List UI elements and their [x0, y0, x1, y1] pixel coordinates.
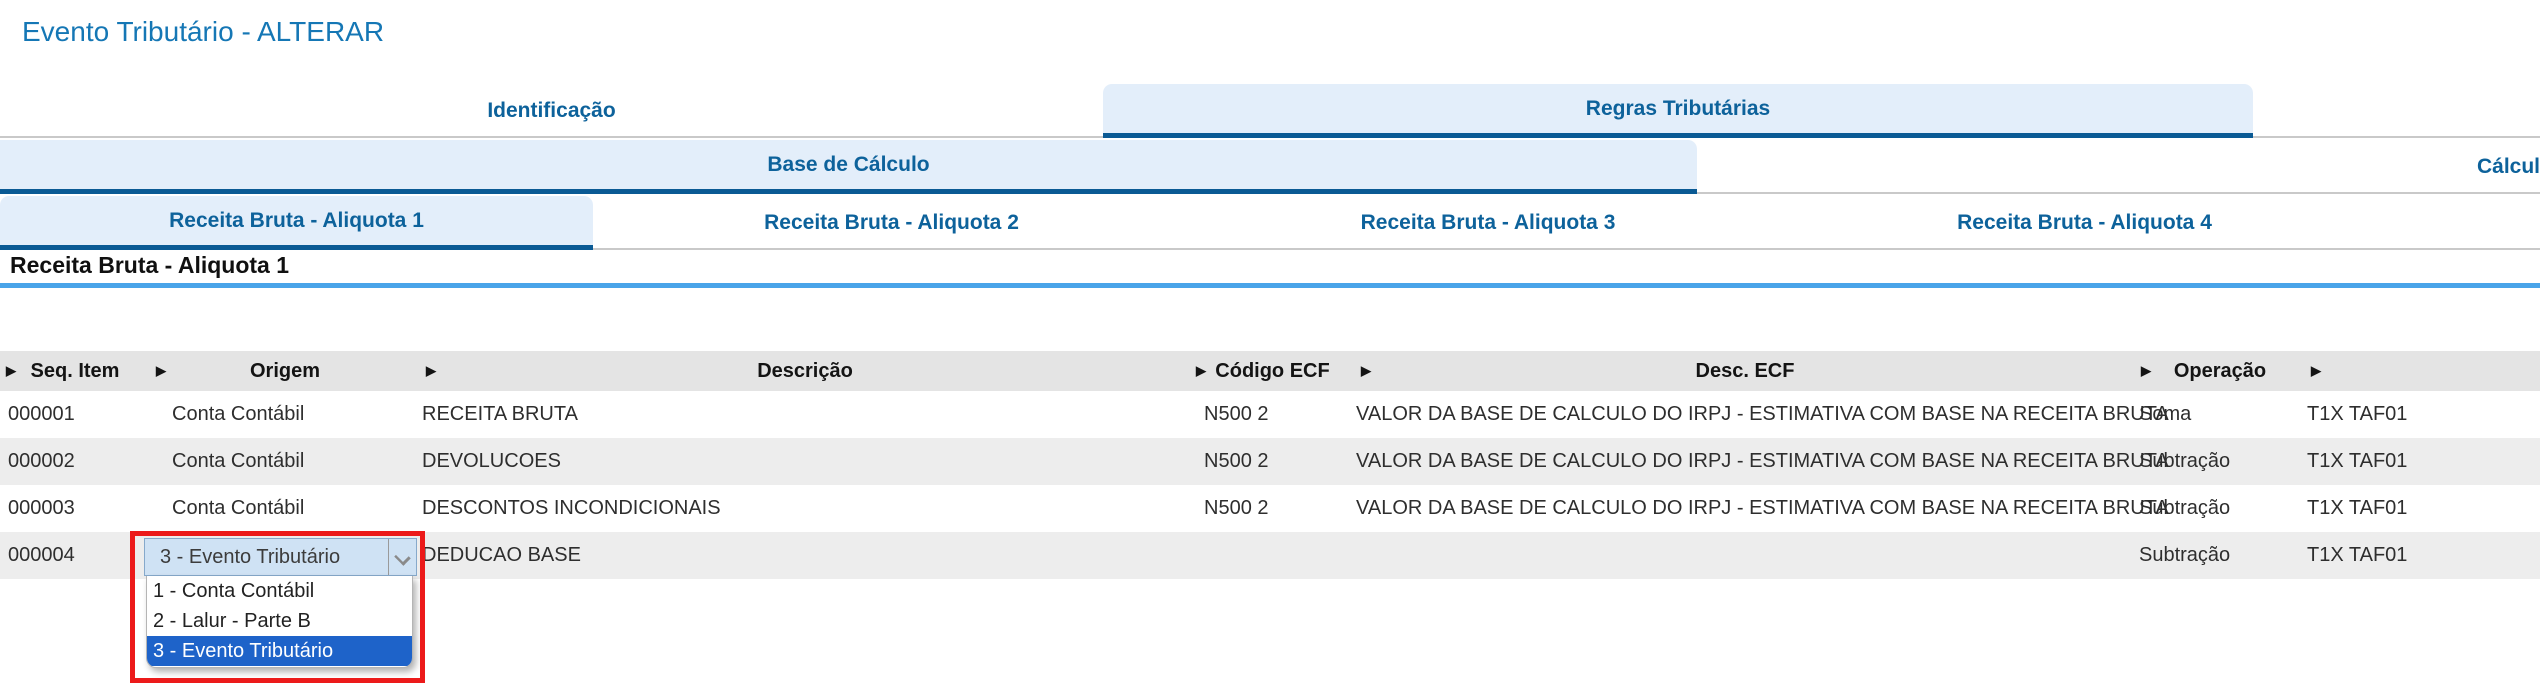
column-header-seq-item[interactable]: ▶ Seq. Item: [0, 351, 150, 391]
table-row[interactable]: 000003 Conta Contábil DESCONTOS INCONDIC…: [0, 485, 2540, 532]
cell-extra: T1X TAF01: [2307, 403, 2408, 425]
option-lalur-parte-b[interactable]: 2 - Lalur - Parte B: [153, 609, 311, 632]
select-divider: [388, 539, 389, 575]
column-arrow-icon: ▶: [2141, 363, 2151, 378]
cell-seq-item: 000003: [8, 497, 75, 519]
cell-descricao: RECEITA BRUTA: [422, 403, 578, 425]
tab-receita-bruta-aliquota-3[interactable]: Receita Bruta - Aliquota 3: [1190, 196, 1786, 250]
cell-origem: Conta Contábil: [172, 497, 305, 519]
origem-select-value: 3 - Evento Tributário: [160, 545, 341, 568]
cell-descricao: DEDUCAO BASE: [422, 544, 581, 566]
column-header-operacao[interactable]: ▶ Operação: [2135, 351, 2305, 391]
cell-extra: T1X TAF01: [2307, 544, 2408, 566]
cell-desc-ecf: VALOR DA BASE DE CALCULO DO IRPJ - ESTIM…: [1356, 403, 2169, 425]
option-evento-tributario[interactable]: 3 - Evento Tributário: [147, 636, 412, 666]
column-arrow-icon: ▶: [1196, 363, 1206, 378]
cell-codigo-ecf: N500 2: [1204, 497, 1269, 519]
cell-extra: T1X TAF01: [2307, 497, 2408, 519]
cell-extra: T1X TAF01: [2307, 450, 2408, 472]
cell-desc-ecf: VALOR DA BASE DE CALCULO DO IRPJ - ESTIM…: [1356, 450, 2169, 472]
cell-codigo-ecf: N500 2: [1204, 403, 1269, 425]
column-label: Código ECF: [1215, 359, 1330, 382]
section-title: Receita Bruta - Aliquota 1: [10, 252, 290, 278]
column-header-origem[interactable]: ▶ Origem: [150, 351, 420, 391]
tab-label: Receita Bruta - Aliquota 2: [764, 211, 1019, 234]
column-label: Seq. Item: [30, 359, 120, 382]
column-arrow-icon: ▶: [1361, 363, 1371, 378]
tab-receita-bruta-aliquota-1[interactable]: Receita Bruta - Aliquota 1: [0, 196, 593, 250]
column-arrow-icon: ▶: [156, 363, 166, 378]
tab-identificacao[interactable]: Identificação: [0, 84, 1103, 138]
tab-label: Base de Cálculo: [767, 152, 930, 176]
column-label: Desc. ECF: [1695, 359, 1795, 382]
tab-receita-bruta-aliquota-2[interactable]: Receita Bruta - Aliquota 2: [593, 196, 1190, 250]
table-row[interactable]: 000002 Conta Contábil DEVOLUCOES N500 2 …: [0, 438, 2540, 485]
cell-descricao: DEVOLUCOES: [422, 450, 561, 472]
cell-seq-item: 000001: [8, 403, 75, 425]
column-arrow-icon: ▶: [426, 363, 436, 378]
tab-label: Cálculo: [2477, 155, 2540, 178]
column-label: Operação: [2173, 359, 2267, 382]
cell-operacao: Subtração: [2139, 497, 2231, 519]
cell-operacao: Subtração: [2139, 544, 2231, 566]
column-label: Descrição: [757, 359, 853, 382]
origem-select[interactable]: 3 - Evento Tributário: [144, 538, 417, 576]
column-label: Origem: [249, 359, 321, 382]
tab-label: Receita Bruta - Aliquota 3: [1360, 211, 1616, 234]
tab-label: Receita Bruta - Aliquota 4: [1957, 211, 2212, 234]
cell-desc-ecf: VALOR DA BASE DE CALCULO DO IRPJ - ESTIM…: [1356, 497, 2169, 519]
section-underline: [0, 283, 2540, 288]
origem-option-list: 1 - Conta Contábil 2 - Lalur - Parte B 3…: [146, 576, 413, 668]
column-header-desc-ecf[interactable]: ▶ Desc. ECF: [1355, 351, 2135, 391]
tab-row3-divider: [0, 248, 2540, 250]
chevron-down-icon[interactable]: [394, 549, 411, 566]
column-header-descricao[interactable]: ▶ Descrição: [420, 351, 1190, 391]
cell-operacao: Subtração: [2139, 450, 2231, 472]
cell-operacao: Soma: [2139, 403, 2192, 425]
table-row[interactable]: 000001 Conta Contábil RECEITA BRUTA N500…: [0, 391, 2540, 438]
grid-header: ▶ Seq. Item ▶ Origem ▶ Descrição ▶ Códig…: [0, 351, 2540, 391]
tab-label: Regras Tributárias: [1585, 96, 1771, 120]
column-header-extra[interactable]: ▶: [2305, 351, 2540, 391]
option-conta-contabil[interactable]: 1 - Conta Contábil: [153, 579, 315, 602]
cell-descricao: DESCONTOS INCONDICIONAIS: [422, 497, 721, 519]
column-arrow-icon: ▶: [6, 363, 16, 378]
cell-seq-item: 000002: [8, 450, 75, 472]
page-title: Evento Tributário - ALTERAR: [22, 16, 385, 47]
tab-regras-tributarias[interactable]: Regras Tributárias: [1103, 84, 2253, 138]
tab-receita-bruta-aliquota-4[interactable]: Receita Bruta - Aliquota 4: [1786, 196, 2383, 250]
cell-origem: Conta Contábil: [172, 450, 305, 472]
column-header-codigo-ecf[interactable]: ▶ Código ECF: [1190, 351, 1355, 391]
tab-label: Identificação: [487, 99, 616, 122]
cell-codigo-ecf: N500 2: [1204, 450, 1269, 472]
tab-base-de-calculo[interactable]: Base de Cálculo: [0, 140, 1697, 194]
tab-label: Receita Bruta - Aliquota 1: [169, 208, 424, 232]
cell-seq-item: 000004: [8, 544, 75, 566]
tab-calculo[interactable]: Cálculo: [2410, 140, 2540, 194]
column-arrow-icon: ▶: [2311, 363, 2321, 378]
cell-origem: Conta Contábil: [172, 403, 305, 425]
